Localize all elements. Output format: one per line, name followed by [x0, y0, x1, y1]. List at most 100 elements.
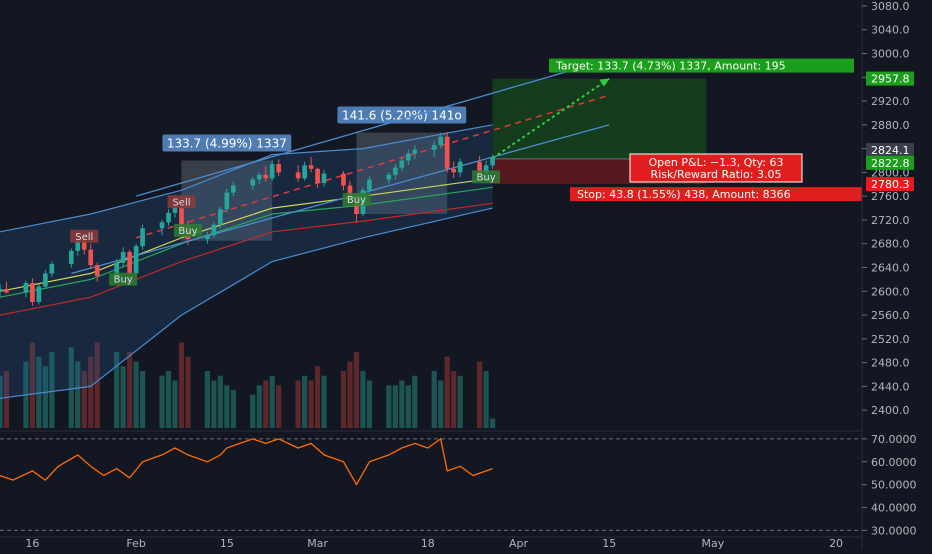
candle-body[interactable]: [438, 136, 444, 146]
candle-body[interactable]: [94, 265, 100, 276]
candle-body[interactable]: [276, 164, 282, 173]
buy-signal-box: [472, 170, 501, 184]
candle-body[interactable]: [405, 153, 411, 161]
channel-line-lower[interactable]: [71, 124, 610, 275]
target-label-box: [549, 58, 854, 73]
candle-body[interactable]: [68, 250, 74, 264]
price-axis[interactable]: 3080.03040.03000.02960.02920.02880.02840…: [861, 0, 917, 550]
trend-lines[interactable]: [71, 58, 610, 275]
target-zone[interactable]: [492, 78, 707, 159]
candle-body[interactable]: [444, 136, 450, 169]
candle-body[interactable]: [412, 149, 418, 154]
volume-bar: [165, 371, 172, 428]
candle-body[interactable]: [114, 262, 119, 276]
ma-green: [0, 186, 493, 298]
volume-histogram: [0, 342, 496, 428]
candle-body[interactable]: [230, 185, 236, 193]
volume-bar: [3, 371, 10, 428]
candle-body[interactable]: [120, 252, 126, 263]
candle-body[interactable]: [269, 164, 275, 179]
candle-body[interactable]: [263, 174, 269, 179]
ma-red: [0, 202, 493, 316]
candle-body[interactable]: [250, 179, 256, 186]
candle-body[interactable]: [483, 165, 489, 174]
volume-bar: [256, 385, 262, 428]
rsi-pane[interactable]: [0, 430, 862, 531]
volume-bar: [68, 347, 74, 428]
candle-body[interactable]: [43, 273, 48, 287]
candle-body[interactable]: [166, 212, 171, 223]
rsi-line[interactable]: [0, 437, 493, 486]
candle-body[interactable]: [295, 172, 301, 179]
candle-body[interactable]: [315, 168, 320, 184]
volume-bar: [438, 380, 444, 428]
volume-bar: [211, 380, 217, 428]
candle-body[interactable]: [321, 173, 327, 184]
channel-line-upper[interactable]: [135, 58, 610, 197]
volume-bar: [120, 366, 126, 428]
volume-bar: [42, 366, 48, 428]
candle-body[interactable]: [0, 288, 3, 292]
price-marker-label: 2780.3: [871, 178, 910, 191]
volume-bar: [340, 371, 347, 428]
candle-body[interactable]: [172, 208, 178, 213]
candle-body[interactable]: [477, 161, 482, 174]
volume-bar: [451, 371, 457, 428]
candle-body[interactable]: [30, 282, 35, 302]
candle-body[interactable]: [23, 282, 29, 293]
price-tick-label: 2400.0: [871, 404, 910, 417]
candle-body[interactable]: [457, 161, 463, 173]
candle-body[interactable]: [386, 174, 392, 180]
volume-bar: [366, 380, 373, 428]
volume-bar: [204, 371, 210, 428]
price-tick-label: 2560.0: [871, 309, 910, 322]
candle-body[interactable]: [308, 165, 314, 169]
time-tick-label: 15: [602, 537, 616, 550]
price-marker-box: [866, 155, 914, 170]
candle-body[interactable]: [211, 224, 217, 236]
candle-body[interactable]: [81, 241, 87, 250]
price-tick-label: 2480.0: [871, 357, 910, 370]
candle-body[interactable]: [256, 174, 262, 180]
candle-body[interactable]: [133, 246, 139, 274]
candle-body[interactable]: [399, 160, 405, 168]
candle-body[interactable]: [224, 192, 230, 210]
candle-body[interactable]: [205, 235, 210, 239]
bollinger-lower: [0, 207, 493, 399]
candle-body[interactable]: [393, 167, 398, 175]
candle-body[interactable]: [127, 252, 132, 274]
time-tick-label: Mar: [307, 537, 328, 550]
candle-body[interactable]: [367, 179, 372, 191]
candle-body[interactable]: [140, 228, 145, 247]
price-marker-label: 2822.8: [871, 157, 910, 170]
candle-body[interactable]: [490, 158, 495, 166]
candle-body[interactable]: [49, 263, 55, 274]
candle-body[interactable]: [88, 249, 94, 266]
candle-body[interactable]: [179, 208, 184, 226]
time-tick-label: 15: [220, 537, 234, 550]
volume-bar: [88, 356, 94, 428]
projection-arrowhead: [599, 78, 610, 87]
candle-body[interactable]: [431, 145, 437, 150]
candle-body[interactable]: [302, 165, 307, 179]
candle-body[interactable]: [36, 286, 42, 302]
candle-body[interactable]: [347, 185, 353, 199]
candle-body[interactable]: [354, 198, 359, 214]
red-dashed-trendline[interactable]: [135, 94, 610, 239]
time-tick-label: May: [702, 537, 725, 550]
volume-bar: [321, 375, 327, 428]
volume-bar: [224, 385, 230, 428]
candle-body[interactable]: [159, 222, 165, 229]
buy-signal-box: [109, 272, 138, 286]
candle-body[interactable]: [75, 241, 81, 251]
candle-body[interactable]: [218, 209, 223, 225]
candle-body[interactable]: [341, 173, 346, 186]
volume-bar: [483, 371, 489, 428]
candle-body[interactable]: [451, 168, 457, 173]
volume-bar: [457, 375, 463, 428]
time-axis[interactable]: 16 Feb 15 Mar 18 Apr 15 May 20: [0, 536, 862, 550]
candle-body[interactable]: [4, 288, 9, 293]
range-label: 141.6 (5.20%) 141o: [342, 109, 462, 123]
